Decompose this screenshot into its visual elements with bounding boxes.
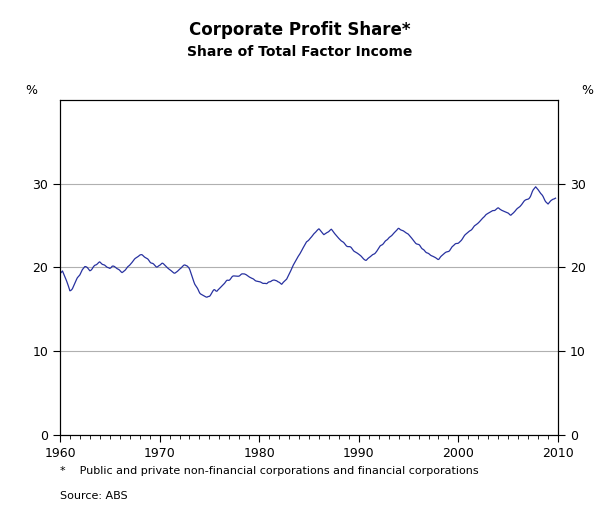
Text: Corporate Profit Share*: Corporate Profit Share*: [189, 21, 411, 39]
Text: Share of Total Factor Income: Share of Total Factor Income: [187, 45, 413, 59]
Text: %: %: [25, 84, 37, 97]
Text: Source: ABS: Source: ABS: [60, 491, 128, 501]
Text: *    Public and private non-financial corporations and financial corporations: * Public and private non-financial corpo…: [60, 466, 479, 476]
Text: %: %: [581, 84, 593, 97]
